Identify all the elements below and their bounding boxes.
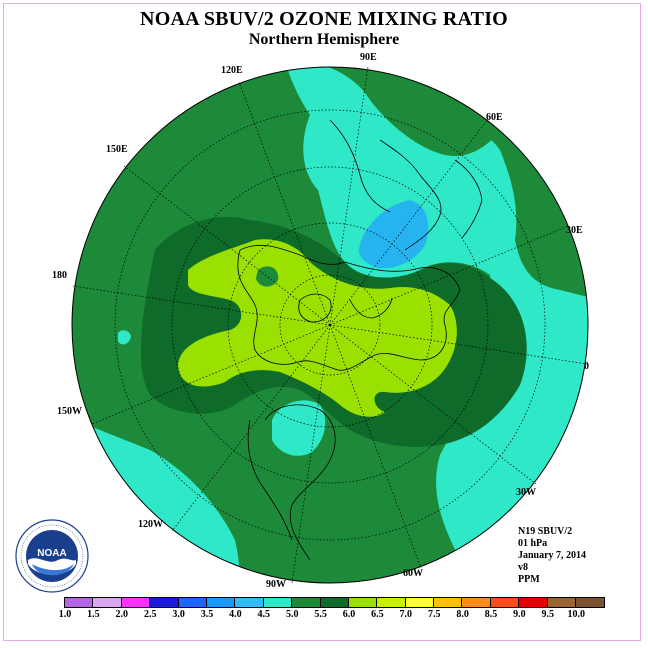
colorbar-cell [462, 598, 491, 607]
colorbar-cell [206, 598, 236, 607]
colorbar [64, 597, 606, 608]
colorbar-cell [576, 598, 605, 607]
colorbar-tick-label: 2.0 [115, 609, 129, 620]
lon-label-150e: 150E [106, 144, 128, 155]
colorbar-ticks: 1.0 1.5 2.0 2.5 3.0 3.5 4.0 4.5 5.0 5.5 6.0 6.5 7.0 7… [0, 609, 648, 623]
map-border [71, 66, 589, 584]
region-4-5-north-america [272, 400, 326, 456]
region-5-0-east [518, 186, 566, 236]
lon-label-90w: 90W [266, 579, 286, 590]
info-date: January 7, 2014 [518, 550, 587, 561]
colorbar-cell [93, 598, 122, 607]
region-4-5 [285, 67, 588, 560]
colorbar-cell [377, 598, 406, 607]
lon-label-60e: 60E [486, 112, 503, 123]
colorbar-tick-label: 3.5 [200, 609, 214, 620]
colorbar-tick-label: 9.0 [513, 609, 526, 620]
colorbar-cell [178, 598, 207, 607]
colorbar-cell [348, 598, 378, 607]
info-level: 01 hPa [518, 538, 548, 549]
colorbar-tick-label: 7.5 [427, 609, 441, 620]
colorbar-tick-label: 4.0 [229, 609, 242, 620]
colorbar-tick-label: 8.0 [456, 609, 469, 620]
colorbar-cell [519, 598, 548, 607]
colorbar-cell [121, 598, 151, 607]
colorbar-cell [490, 598, 520, 607]
colorbar-cell [150, 598, 179, 607]
info-units: PPM [518, 574, 540, 585]
colorbar-tick-label: 5.5 [314, 609, 327, 620]
colorbar-cell [292, 598, 321, 607]
lon-label-60w: 60W [403, 568, 423, 579]
noaa-logo: NOAA [15, 519, 89, 593]
lon-label-30e: 30E [566, 225, 583, 236]
graticule [72, 66, 588, 584]
colorbar-tick-label: 1.0 [58, 609, 72, 620]
lon-label-120e: 120E [221, 65, 243, 76]
logo-text: NOAA [37, 548, 66, 559]
colorbar-cell [434, 598, 463, 607]
region-3-5 [358, 200, 429, 269]
region-4-5-islet [118, 330, 131, 345]
lon-label-180: 180 [52, 270, 67, 281]
colorbar-cell [235, 598, 264, 607]
colorbar-tick-label: 9.5 [541, 609, 555, 620]
lon-label-120w: 120W [138, 519, 163, 530]
figure-title: NOAA SBUV/2 OZONE MIXING RATIO [140, 8, 508, 30]
colorbar-tick-label: 7.0 [399, 609, 413, 620]
coastlines [237, 119, 483, 561]
lon-label-90e: 90E [360, 52, 377, 63]
figure-subtitle: Northern Hemisphere [248, 31, 400, 48]
colorbar-tick-label: 6.0 [342, 609, 356, 620]
colorbar-tick-label: 4.5 [257, 609, 271, 620]
colorbar-cell [65, 598, 94, 607]
colorbar-cell [320, 598, 349, 607]
colorbar-tick-label: 2.5 [143, 609, 157, 620]
lon-label-150w: 150W [57, 406, 82, 417]
colorbar-tick-label: 6.5 [371, 609, 384, 620]
lon-label-30w: 30W [516, 487, 536, 498]
info-version: v8 [518, 562, 528, 573]
colorbar-cell [263, 598, 293, 607]
colorbar-cell [405, 598, 435, 607]
region-6-0 [178, 239, 457, 417]
colorbar-tick-label: 8.5 [484, 609, 498, 620]
figure-frame [3, 3, 641, 641]
lon-label-0: 0 [584, 361, 589, 372]
colorbar-tick-label: 10.0 [567, 609, 585, 620]
info-block: N19 SBUV/2 01 hPa January 7, 2014 v8 PPM [518, 526, 586, 586]
colorbar-tick-label: 1.5 [87, 609, 100, 620]
colorbar-tick-label: 3.0 [172, 609, 185, 620]
colorbar-cell [547, 598, 577, 607]
colorbar-tick-label: 5.0 [285, 609, 299, 620]
region-5-0-core [256, 266, 279, 287]
info-satellite: N19 SBUV/2 [518, 526, 573, 537]
